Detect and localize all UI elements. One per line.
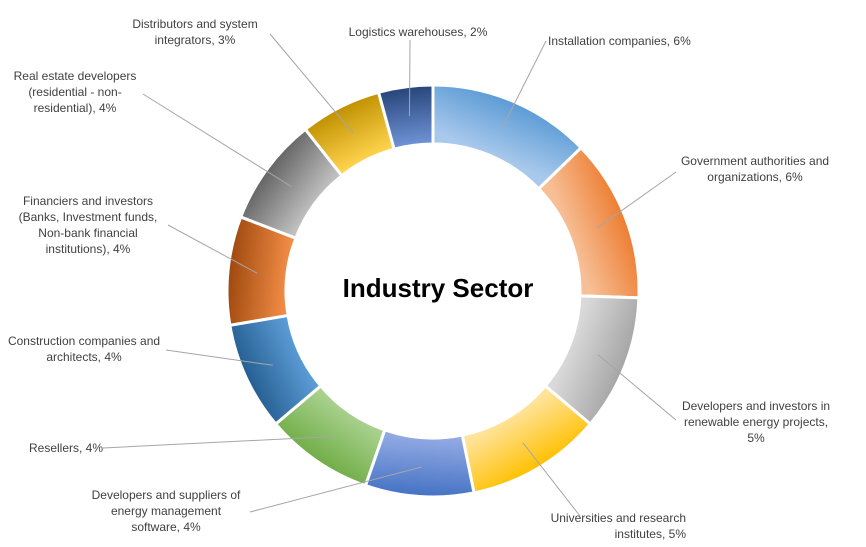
leader-line [165, 349, 273, 366]
slice-label: Installation companies, 6% [548, 34, 691, 48]
slice-label: Real estate developers (residential - non… [14, 69, 137, 115]
slice-label: Resellers, 4% [29, 441, 103, 455]
leader-line [597, 171, 677, 228]
slice-label: Universities and research institutes, 5% [551, 511, 687, 541]
leader-line [167, 224, 258, 274]
leader-line [269, 33, 354, 134]
slice-label: Government authorities and organizations,… [681, 154, 829, 184]
leader-line [408, 39, 411, 117]
leader-line [142, 93, 292, 187]
doughnut-slices [225, 83, 641, 499]
slice-label: Financiers and investors (Banks, Investme… [19, 194, 158, 256]
leader-line [522, 442, 581, 517]
data-labels: Installation companies, 6% Government aut… [8, 17, 830, 541]
slice-label: Construction companies and architects, 4% [8, 334, 160, 364]
doughnut-slice [376, 83, 435, 152]
slice-label: Distributors and system integrators, 3% [132, 17, 257, 47]
leader-line [249, 466, 422, 513]
leader-line [597, 354, 677, 421]
slice-label: Logistics warehouses, 2% [349, 25, 488, 39]
leader-lines [102, 33, 677, 517]
slice-label: Developers and investors in renewable ene… [682, 399, 830, 445]
slice-label: Developers and suppliers of energy manage… [92, 488, 241, 534]
leader-line [501, 40, 547, 129]
leader-line [102, 436, 334, 449]
chart-title: Industry Sector [343, 273, 534, 303]
